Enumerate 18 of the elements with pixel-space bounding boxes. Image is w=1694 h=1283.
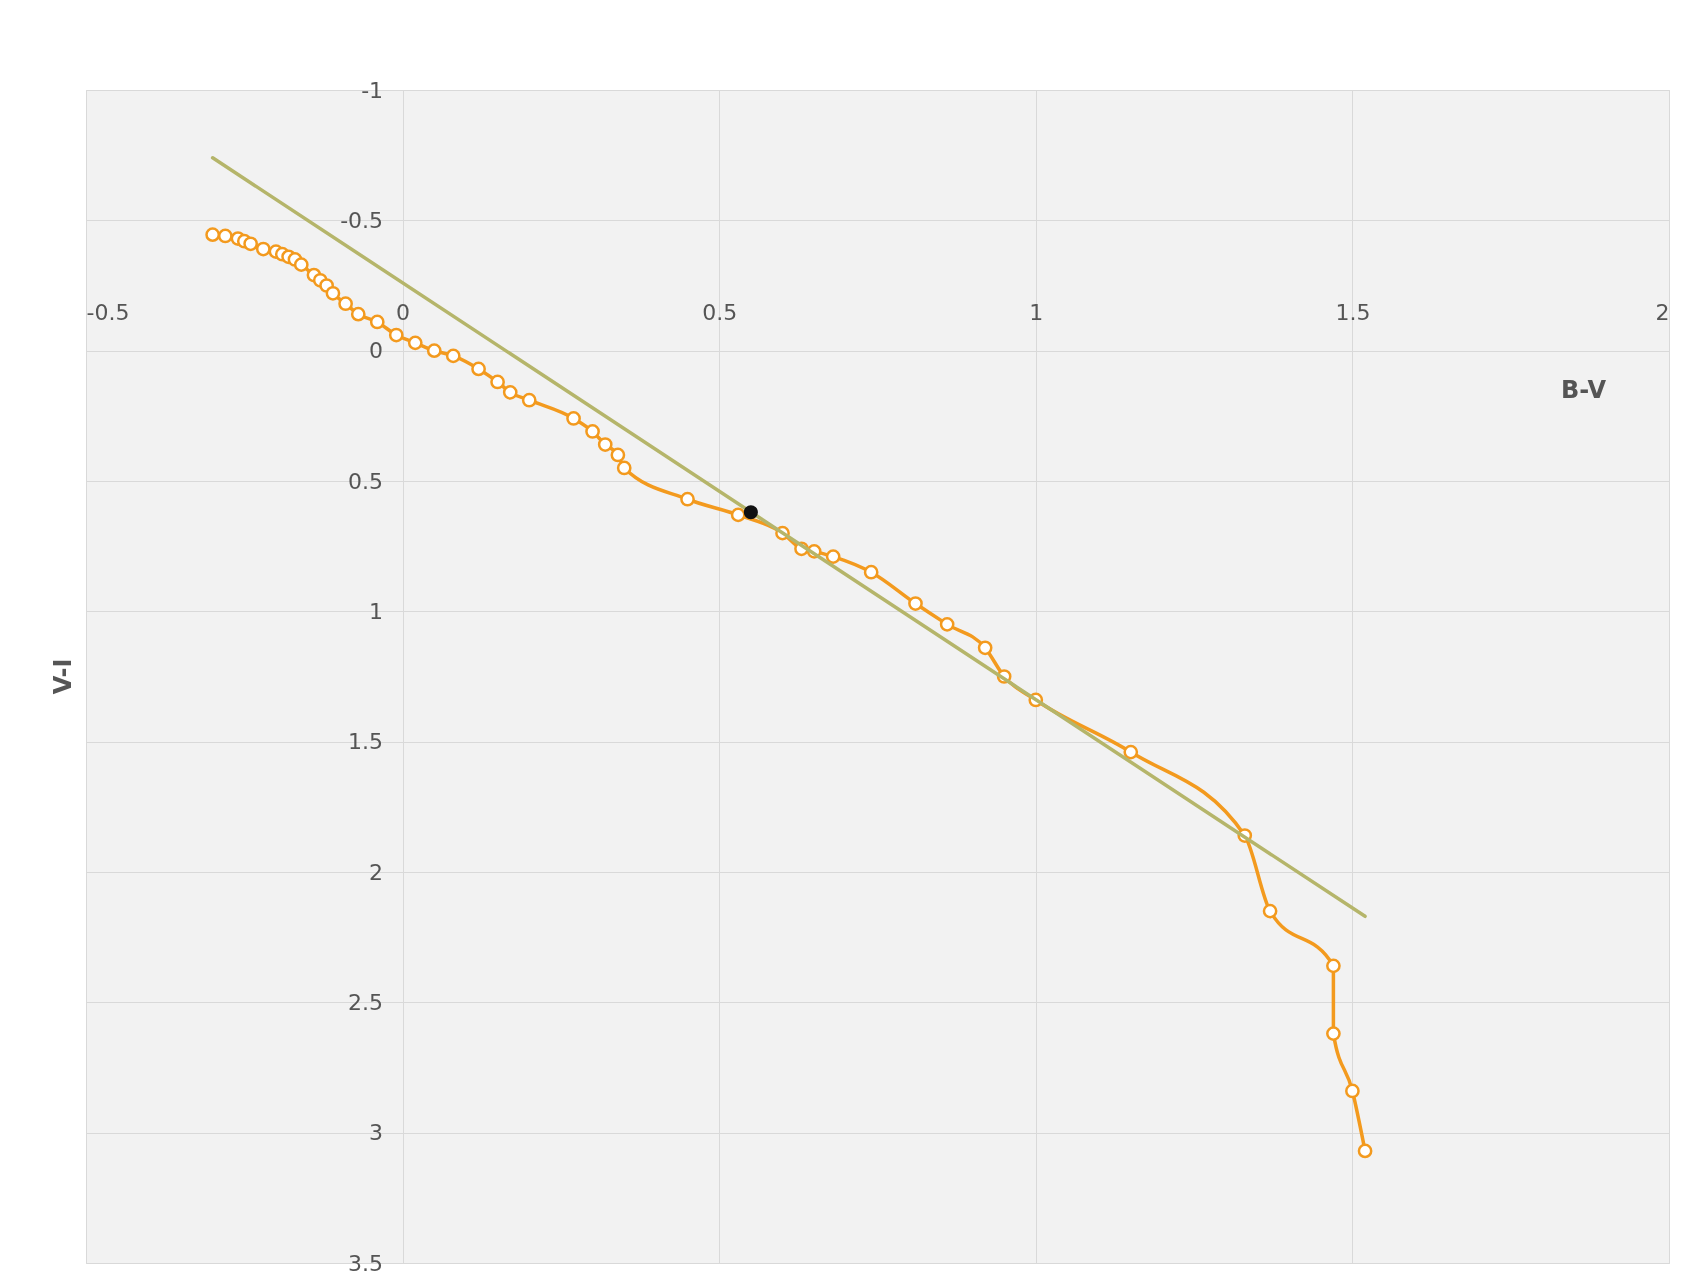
x-tick-label: 0 (396, 300, 411, 326)
x-tick-label: 2 (1655, 300, 1670, 326)
y-tick-label: 3.5 (348, 1250, 384, 1276)
x-tick-label: 0.5 (702, 300, 738, 326)
y-tick-label: 2 (369, 859, 384, 885)
y-tick-label: 0 (369, 338, 384, 364)
x-tick-label: 1 (1029, 300, 1044, 326)
y-tick-label: 1.5 (348, 729, 384, 755)
y-tick-label: 2.5 (348, 989, 384, 1015)
y-tick-label: -1 (361, 77, 384, 103)
x-axis-title: B-V (1560, 376, 1607, 405)
y-tick-label: 0.5 (348, 468, 384, 494)
y-tick-label: 1 (369, 598, 384, 624)
y-tick-label: -0.5 (340, 207, 384, 233)
x-tick-label: -0.5 (86, 300, 130, 326)
y-tick-label: 3 (369, 1120, 384, 1146)
x-tick-label: 1.5 (1335, 300, 1371, 326)
y-axis-title: V-I (49, 658, 77, 695)
